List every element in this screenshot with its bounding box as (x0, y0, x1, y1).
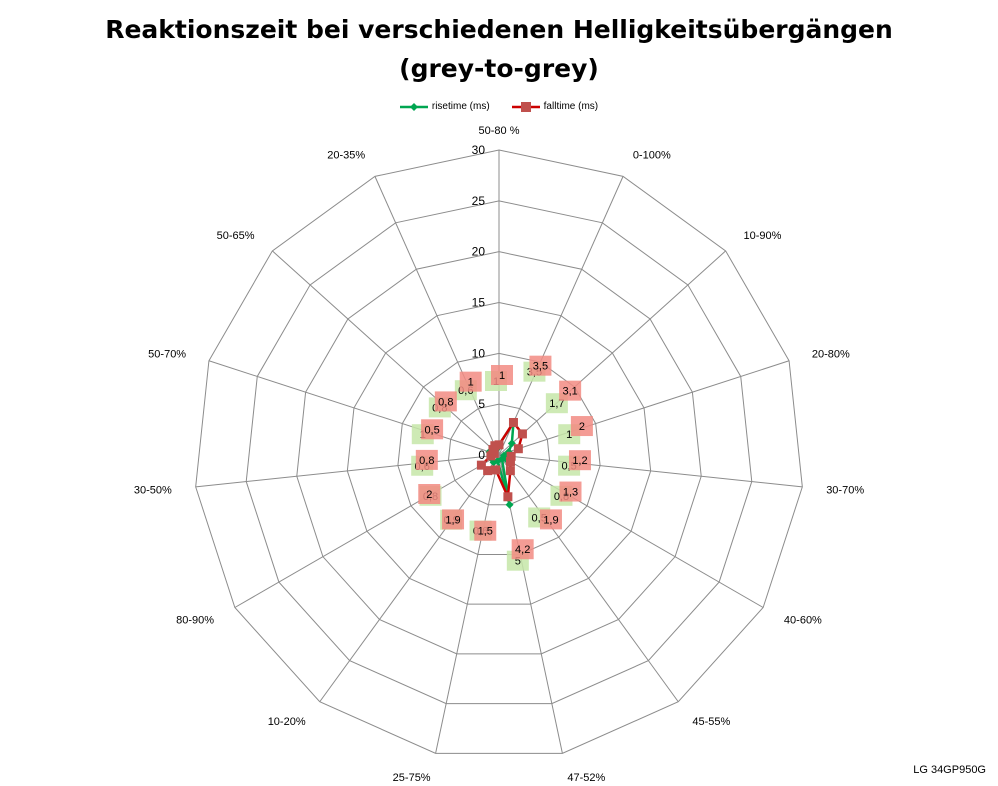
data-label-1-9: 1,9 (445, 514, 460, 526)
grid-ring-15 (346, 301, 652, 605)
tick-label-30: 30 (472, 143, 486, 157)
data-label-bg-1-4 (568, 450, 591, 471)
category-label-13: 50-65% (217, 230, 255, 242)
spoke-2 (498, 250, 726, 456)
data-label-bg-1-0 (491, 365, 513, 385)
point-1-5 (505, 457, 515, 467)
data-label-0-3: 1 (566, 429, 572, 441)
grid-ring-20 (296, 251, 702, 655)
chart-subtitle: (grey-to-grey) (399, 54, 599, 83)
data-label-bg-1-8 (474, 520, 497, 541)
data-label-1-13: 0,8 (438, 396, 453, 408)
spoke-5 (498, 454, 764, 608)
legend: risetime (ms) falltime (ms) (0, 101, 998, 112)
spoke-12 (208, 360, 500, 456)
data-label-bg-1-3 (570, 416, 593, 437)
point-1-6 (505, 466, 515, 476)
point-1-8 (491, 465, 501, 475)
data-label-bg-1-11 (415, 449, 438, 470)
category-label-6: 45-55% (692, 716, 730, 728)
spoke-4 (498, 454, 803, 488)
grid-ring-10 (397, 352, 601, 555)
spoke-6 (498, 454, 679, 703)
category-label-5: 40-60% (784, 615, 822, 627)
point-1-14 (490, 441, 500, 451)
data-label-bg-1-10 (418, 484, 441, 504)
data-label-1-6: 1,9 (543, 514, 558, 526)
category-label-8: 25-75% (393, 772, 431, 784)
tick-label-0: 0 (478, 448, 485, 462)
data-label-0-7: 5 (515, 556, 521, 568)
point-1-2 (517, 429, 527, 439)
point-1-7 (503, 492, 513, 502)
category-label-0: 50-80 % (479, 125, 520, 137)
data-label-1-1: 3,5 (533, 361, 548, 373)
tick-label-25: 25 (472, 194, 486, 208)
legend-swatch-risetime (399, 102, 428, 111)
data-label-1-14: 1 (468, 377, 474, 389)
grid-ring-5 (447, 403, 551, 506)
data-label-1-7: 4,2 (515, 544, 530, 556)
data-label-bg-1-14 (459, 371, 482, 392)
data-label-1-10: 2 (426, 489, 432, 501)
point-1-9 (483, 466, 493, 476)
data-label-0-2: 1,7 (549, 398, 564, 410)
grid-ring-30 (195, 149, 803, 754)
point-1-10 (476, 460, 486, 470)
category-label-7: 47-52% (567, 772, 605, 784)
data-label-1-5: 1,3 (563, 487, 578, 499)
point-1-1 (508, 417, 518, 427)
point-0-7 (505, 500, 514, 509)
legend-label-risetime: risetime (ms) (431, 101, 490, 112)
legend-item-falltime: falltime (ms) (511, 101, 599, 112)
tick-label-15: 15 (472, 296, 486, 310)
spoke-13 (272, 250, 500, 456)
data-label-1-12: 0,5 (424, 424, 439, 436)
spoke-9 (319, 454, 500, 703)
tick-label-10: 10 (472, 346, 486, 360)
spoke-10 (234, 454, 500, 608)
category-label-1: 0-100% (633, 149, 671, 161)
category-label-12: 50-70% (148, 348, 186, 360)
grid-ring-25 (245, 200, 753, 705)
legend-label-falltime: falltime (ms) (543, 101, 599, 112)
point-1-3 (513, 444, 523, 454)
data-label-1-3: 2 (579, 421, 585, 433)
credit-label: LG 34GP950G (913, 764, 986, 776)
data-label-bg-1-13 (434, 391, 457, 412)
category-label-3: 20-80% (812, 348, 850, 360)
data-label-1-11: 0,8 (419, 455, 434, 467)
category-label-9: 10-20% (268, 716, 306, 728)
category-label-4: 30-70% (826, 484, 864, 496)
category-label-14: 20-35% (327, 149, 365, 161)
spoke-11 (195, 454, 500, 488)
data-label-1-8: 1,5 (478, 526, 493, 538)
spoke-8 (435, 454, 500, 754)
tick-label-20: 20 (472, 245, 486, 259)
data-label-1-0: 1 (499, 370, 505, 382)
category-label-10: 80-90% (176, 615, 214, 627)
point-1-4 (506, 451, 516, 461)
data-label-bg-1-12 (421, 419, 444, 440)
category-label-11: 30-50% (134, 484, 172, 496)
data-label-bg-1-5 (559, 481, 582, 502)
legend-swatch-falltime (511, 101, 540, 112)
data-label-1-2: 3,1 (562, 386, 577, 398)
legend-item-risetime: risetime (ms) (399, 101, 490, 112)
spoke-3 (498, 360, 790, 456)
data-label-bg-1-2 (559, 380, 582, 401)
spoke-14 (374, 176, 500, 456)
data-label-bg-1-7 (511, 539, 534, 560)
spoke-1 (498, 176, 624, 456)
data-label-1-4: 1,2 (572, 455, 587, 467)
data-label-bg-1-1 (529, 355, 552, 376)
data-label-bg-1-9 (442, 509, 465, 530)
category-label-2: 10-90% (743, 230, 781, 242)
tick-label-5: 5 (478, 397, 485, 411)
chart-title: Reaktionszeit bei verschiedenen Helligke… (105, 15, 893, 44)
data-label-bg-1-6 (539, 509, 562, 530)
